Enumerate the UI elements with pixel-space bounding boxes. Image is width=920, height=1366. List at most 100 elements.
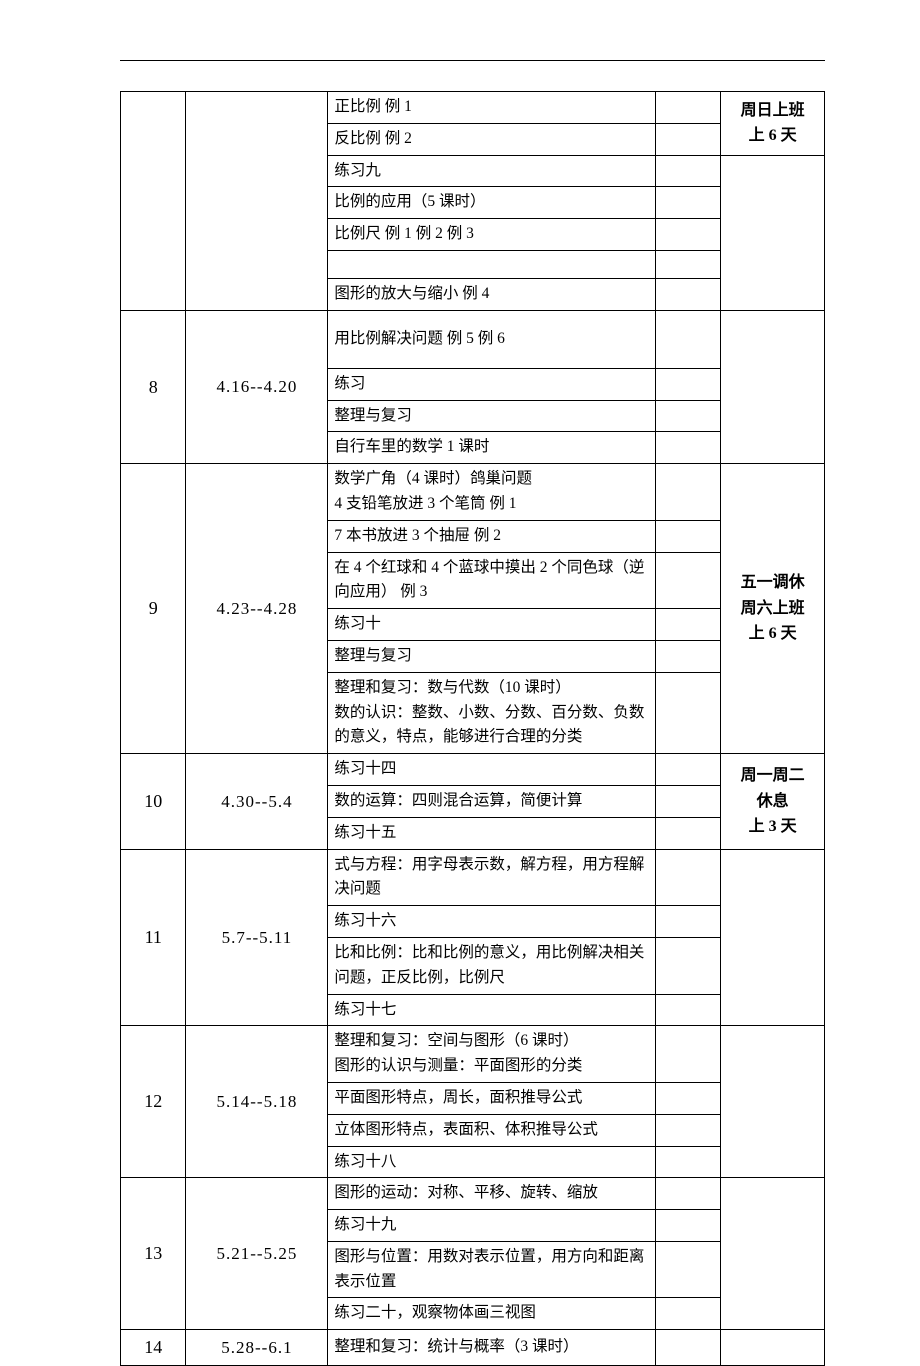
content-cell: 练习十六 — [328, 906, 655, 938]
note-cell — [721, 1178, 825, 1330]
content-cell: 整理与复习 — [328, 640, 655, 672]
date-cell: 4.30--5.4 — [186, 754, 328, 849]
content-cell: 图形的运动：对称、平移、旋转、缩放 — [328, 1178, 655, 1210]
content-cell: 自行车里的数学 1 课时 — [328, 432, 655, 464]
content-cell: 练习十八 — [328, 1146, 655, 1178]
content-cell: 比例的应用（5 课时） — [328, 187, 655, 219]
blank-cell — [655, 92, 720, 124]
table-row: 9 4.23--4.28 数学广角（4 课时）鸽巢问题 4 支铅笔放进 3 个笔… — [121, 464, 825, 521]
blank-cell — [655, 672, 720, 753]
date-cell: 5.14--5.18 — [186, 1026, 328, 1178]
content-cell: 练习十九 — [328, 1210, 655, 1242]
date-cell: 5.28--6.1 — [186, 1330, 328, 1366]
blank-cell — [655, 250, 720, 278]
content-cell: 练习十四 — [328, 754, 655, 786]
week-cell: 13 — [121, 1178, 186, 1330]
blank-cell — [655, 849, 720, 906]
content-cell: 图形与位置：用数对表示位置，用方向和距离表示位置 — [328, 1241, 655, 1298]
content-cell: 练习九 — [328, 155, 655, 187]
content-cell: 练习十七 — [328, 994, 655, 1026]
blank-cell — [655, 520, 720, 552]
content-cell: 反比例 例 2 — [328, 123, 655, 155]
table-row: 12 5.14--5.18 整理和复习：空间与图形（6 课时） 图形的认识与测量… — [121, 1026, 825, 1083]
content-cell: 在 4 个红球和 4 个蓝球中摸出 2 个同色球（逆向应用） 例 3 — [328, 552, 655, 609]
table-row: 11 5.7--5.11 式与方程：用字母表示数，解方程，用方程解决问题 — [121, 849, 825, 906]
blank-cell — [655, 1241, 720, 1298]
blank-cell — [655, 464, 720, 521]
week-cell: 10 — [121, 754, 186, 849]
week-cell — [121, 92, 186, 311]
blank-cell — [655, 640, 720, 672]
note-cell — [721, 849, 825, 1026]
date-cell — [186, 92, 328, 311]
blank-cell — [655, 785, 720, 817]
week-cell: 12 — [121, 1026, 186, 1178]
content-cell: 练习二十，观察物体画三视图 — [328, 1298, 655, 1330]
blank-cell — [655, 368, 720, 400]
note-cell — [721, 310, 825, 463]
blank-cell — [655, 1330, 720, 1366]
blank-cell — [655, 1026, 720, 1083]
week-cell: 9 — [121, 464, 186, 754]
content-cell: 练习十五 — [328, 817, 655, 849]
content-cell: 数的运算：四则混合运算，简便计算 — [328, 785, 655, 817]
blank-cell — [655, 1146, 720, 1178]
content-cell: 用比例解决问题 例 5 例 6 — [328, 310, 655, 368]
blank-cell — [655, 1210, 720, 1242]
blank-cell — [655, 310, 720, 368]
note-cell — [721, 155, 825, 310]
blank-cell — [655, 400, 720, 432]
content-cell: 整理和复习：空间与图形（6 课时） 图形的认识与测量：平面图形的分类 — [328, 1026, 655, 1083]
content-cell: 平面图形特点，周长，面积推导公式 — [328, 1082, 655, 1114]
table-row: 10 4.30--5.4 练习十四 周一周二 休息 上 3 天 — [121, 754, 825, 786]
content-cell: 式与方程：用字母表示数，解方程，用方程解决问题 — [328, 849, 655, 906]
week-cell: 14 — [121, 1330, 186, 1366]
blank-cell — [655, 1178, 720, 1210]
blank-cell — [655, 219, 720, 251]
note-cell — [721, 1026, 825, 1178]
date-cell: 4.16--4.20 — [186, 310, 328, 463]
date-cell: 4.23--4.28 — [186, 464, 328, 754]
table-row: 14 5.28--6.1 整理和复习：统计与概率（3 课时） — [121, 1330, 825, 1366]
note-cell: 五一调休 周六上班 上 6 天 — [721, 464, 825, 754]
content-cell: 立体图形特点，表面积、体积推导公式 — [328, 1114, 655, 1146]
schedule-table: 正比例 例 1 周日上班 上 6 天 反比例 例 2 练习九 比例的应用（5 课… — [120, 91, 825, 1366]
content-cell: 7 本书放进 3 个抽屉 例 2 — [328, 520, 655, 552]
content-cell: 图形的放大与缩小 例 4 — [328, 278, 655, 310]
content-cell: 整理和复习：统计与概率（3 课时） — [328, 1330, 655, 1366]
blank-cell — [655, 123, 720, 155]
content-cell: 练习 — [328, 368, 655, 400]
blank-cell — [655, 432, 720, 464]
blank-cell — [655, 278, 720, 310]
note-cell: 周一周二 休息 上 3 天 — [721, 754, 825, 849]
blank-cell — [655, 1298, 720, 1330]
blank-cell — [655, 609, 720, 641]
content-cell: 比和比例：比和比例的意义，用比例解决相关问题，正反比例，比例尺 — [328, 937, 655, 994]
note-cell: 周日上班 上 6 天 — [721, 92, 825, 156]
content-cell: 正比例 例 1 — [328, 92, 655, 124]
content-cell — [328, 250, 655, 278]
blank-cell — [655, 906, 720, 938]
table-row: 8 4.16--4.20 用比例解决问题 例 5 例 6 — [121, 310, 825, 368]
blank-cell — [655, 994, 720, 1026]
date-cell: 5.7--5.11 — [186, 849, 328, 1026]
table-row: 正比例 例 1 周日上班 上 6 天 — [121, 92, 825, 124]
date-cell: 5.21--5.25 — [186, 1178, 328, 1330]
blank-cell — [655, 155, 720, 187]
blank-cell — [655, 187, 720, 219]
page-header-rule — [120, 60, 825, 61]
note-cell — [721, 1330, 825, 1366]
week-cell: 8 — [121, 310, 186, 463]
blank-cell — [655, 1114, 720, 1146]
table-row: 13 5.21--5.25 图形的运动：对称、平移、旋转、缩放 — [121, 1178, 825, 1210]
blank-cell — [655, 937, 720, 994]
blank-cell — [655, 817, 720, 849]
blank-cell — [655, 1082, 720, 1114]
blank-cell — [655, 552, 720, 609]
week-cell: 11 — [121, 849, 186, 1026]
content-cell: 整理与复习 — [328, 400, 655, 432]
content-cell: 练习十 — [328, 609, 655, 641]
content-cell: 整理和复习：数与代数（10 课时） 数的认识：整数、小数、分数、百分数、负数的意… — [328, 672, 655, 753]
content-cell: 比例尺 例 1 例 2 例 3 — [328, 219, 655, 251]
blank-cell — [655, 754, 720, 786]
